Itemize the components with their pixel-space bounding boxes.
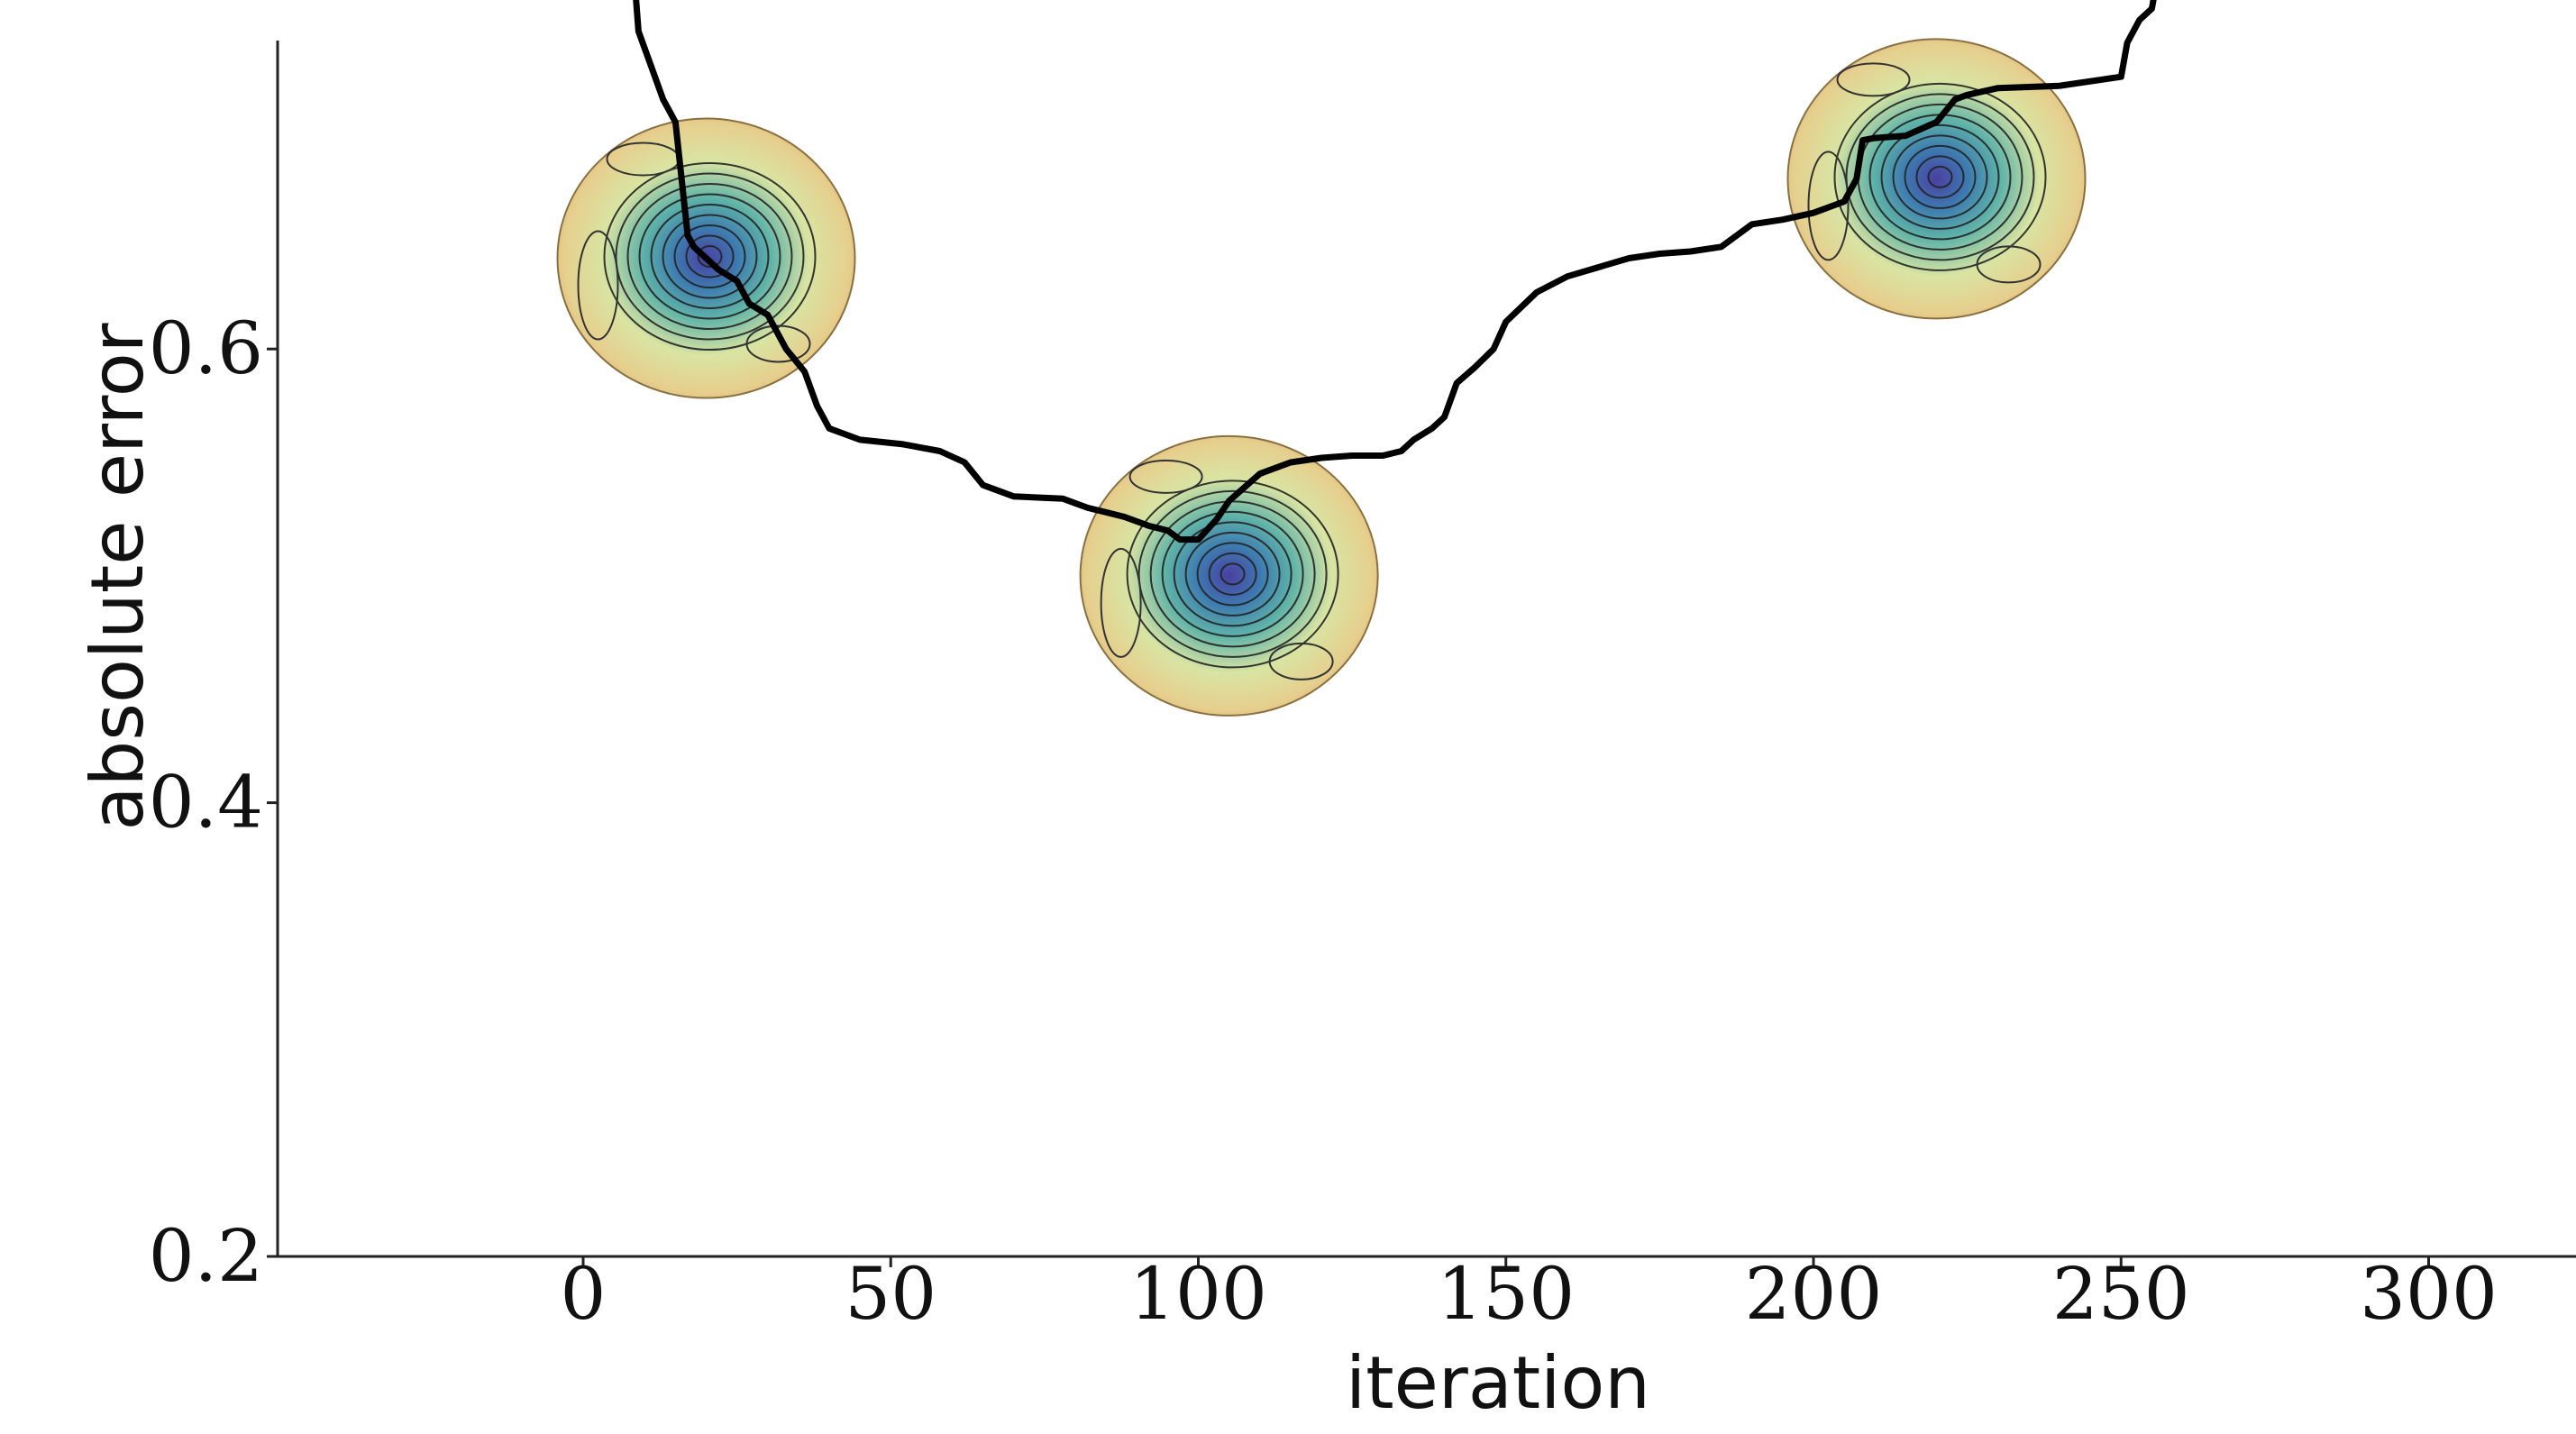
series-line <box>633 0 2157 543</box>
x-tick-label: 50 <box>845 1252 936 1336</box>
x-tick-label: 100 <box>1129 1252 1267 1336</box>
y-tick-label: 0.2 <box>149 1214 263 1298</box>
contour-line <box>615 172 805 341</box>
x-tick-label: 0 <box>561 1252 607 1336</box>
x-ticks: 0 50 100 150 200 250 300 <box>561 1252 2498 1336</box>
contour-line <box>626 183 793 331</box>
contour-line <box>638 193 781 320</box>
x-tick-label: 200 <box>1745 1252 1883 1336</box>
contour-line <box>1904 144 1977 209</box>
x-tick-label: 300 <box>2360 1252 2498 1336</box>
contour-line <box>697 245 723 269</box>
contour-line <box>1927 165 1953 188</box>
inset-surfaces <box>556 38 2087 717</box>
contour-line <box>745 324 811 363</box>
contour-line <box>673 224 746 289</box>
x-tick-label: 250 <box>2052 1252 2190 1336</box>
contour-line <box>662 214 758 299</box>
contour-line <box>685 234 735 279</box>
contour-line <box>1126 480 1339 669</box>
contour-line <box>1807 151 1850 261</box>
contour-line <box>1184 531 1281 617</box>
contour-line <box>1161 510 1304 637</box>
contour-line <box>1892 134 1988 220</box>
surface-body <box>1079 434 1379 717</box>
contour-line <box>1173 521 1293 627</box>
inset-surface <box>1079 434 1379 717</box>
contour-line <box>1100 547 1142 658</box>
y-tick-label: 0.6 <box>149 306 263 390</box>
y-tick-label: 0.4 <box>149 761 263 845</box>
contour-line <box>1880 123 2000 230</box>
y-ticks: 0.20.40.60.81.01.2 <box>149 306 278 1298</box>
y-axis-title: absolute error <box>76 323 160 830</box>
contour-line <box>577 230 619 341</box>
inset-surface <box>1786 38 2087 320</box>
x-axis-title: iteration <box>1346 1341 1650 1425</box>
contour-line <box>1833 82 2047 271</box>
contour-line <box>1268 642 1334 680</box>
contour-line <box>1845 93 2035 261</box>
contour-line <box>603 162 817 352</box>
surface-body <box>1786 38 2087 320</box>
contour-line <box>1208 552 1257 596</box>
contour-line <box>1137 489 1328 658</box>
x-tick-label: 150 <box>1437 1252 1575 1336</box>
contour-line <box>1219 562 1246 586</box>
contour-line <box>1836 62 1911 97</box>
contour-line <box>650 204 770 310</box>
contour-line <box>1196 542 1269 607</box>
contour-line <box>1915 155 1965 199</box>
contour-line <box>1976 245 2042 284</box>
contour-line <box>1128 459 1203 494</box>
